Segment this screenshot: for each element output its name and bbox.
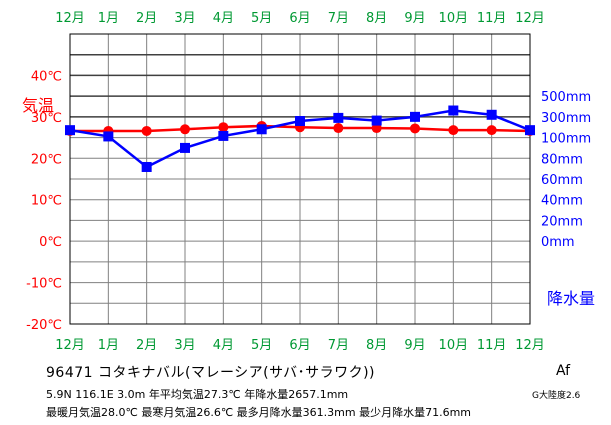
temperature-point [333, 123, 344, 134]
month-label-top: 12月 [515, 11, 545, 26]
precipitation-tick-label: 20mm [541, 214, 583, 229]
month-label-top: 2月 [136, 11, 157, 26]
precipitation-tick-label: 100mm [541, 132, 591, 147]
precipitation-point [141, 161, 152, 172]
temperature-axis-title: 気温 [22, 96, 54, 115]
month-label-top: 9月 [404, 11, 425, 26]
temperature-point [448, 125, 459, 136]
temperature-axis: 気温 -20℃ -10℃ 0℃ 10℃ 20℃ 30℃ 40℃ [22, 69, 62, 333]
temperature-point [486, 125, 497, 136]
month-label-bottom: 12月 [515, 338, 545, 353]
month-label-top: 7月 [328, 11, 349, 26]
month-label-bottom: 10月 [439, 338, 469, 353]
precipitation-point [448, 105, 459, 116]
month-label-bottom: 1月 [98, 338, 119, 353]
temperature-point [410, 123, 420, 134]
temperature-tick-label: 40℃ [31, 69, 62, 84]
precipitation-tick-label: 40mm [541, 194, 583, 209]
temperature-tick-label: 0℃ [39, 235, 62, 250]
precipitation-point [218, 130, 229, 141]
precipitation-point [525, 125, 535, 136]
temperature-tick-label: 30℃ [31, 111, 62, 126]
month-label-bottom: 2月 [136, 338, 157, 353]
temperature-point [141, 125, 152, 136]
month-label-bottom: 6月 [289, 338, 310, 353]
temperature-tick-label: -10℃ [26, 277, 62, 292]
month-label-top: 8月 [366, 11, 387, 26]
month-label-top: 4月 [213, 11, 234, 26]
precipitation-point [410, 111, 420, 122]
month-label-bottom: 8月 [366, 338, 387, 353]
month-label-top: 6月 [289, 11, 310, 26]
precipitation-tick-label: 60mm [541, 173, 583, 188]
temperature-tick-label: 10℃ [31, 194, 62, 209]
month-label-bottom: 5月 [251, 338, 272, 353]
month-label-bottom: 7月 [328, 338, 349, 353]
month-label-bottom: 9月 [404, 338, 425, 353]
month-label-top: 11月 [477, 11, 507, 26]
precipitation-point [295, 116, 305, 126]
precipitation-point [65, 125, 75, 136]
month-label-top: 5月 [251, 11, 272, 26]
precipitation-axis: 降水量 0mm 20mm 40mm 60mm 80mm 100mm 300mm 500mm [541, 90, 595, 308]
month-label-bottom: 11月 [477, 338, 507, 353]
precipitation-axis-title: 降水量 [547, 289, 595, 308]
precipitation-tick-label: 80mm [541, 152, 583, 167]
month-label-top: 1月 [98, 11, 119, 26]
precipitation-tick-label: 500mm [541, 90, 591, 105]
plot-border [69, 33, 531, 325]
precipitation-point [333, 112, 344, 123]
temperature-tick-label: 20℃ [31, 152, 62, 167]
month-label-bottom: 12月 [55, 338, 85, 353]
precipitation-tick-label: 0mm [541, 235, 575, 250]
temperature-point [218, 122, 229, 133]
month-label-top: 10月 [439, 11, 469, 26]
month-labels-bottom: 12月 1月 2月 3月 4月 5月 6月 7月 8月 9月 10月 11月 12月 [55, 338, 545, 353]
precipitation-point [256, 124, 267, 135]
month-label-top: 3月 [174, 11, 195, 26]
temperature-tick-label: -20℃ [26, 318, 62, 333]
precipitation-point [103, 131, 114, 142]
month-labels-top: 12月 1月 2月 3月 4月 5月 6月 7月 8月 9月 10月 11月 12月 [55, 11, 545, 26]
precipitation-point [371, 115, 382, 126]
temperature-point [180, 124, 190, 135]
precipitation-tick-label: 300mm [541, 111, 591, 126]
series-markers [65, 105, 535, 172]
precipitation-point [486, 109, 497, 120]
month-label-bottom: 3月 [174, 338, 195, 353]
month-label-bottom: 4月 [213, 338, 234, 353]
month-label-top: 12月 [55, 11, 85, 26]
precipitation-point [180, 142, 190, 153]
